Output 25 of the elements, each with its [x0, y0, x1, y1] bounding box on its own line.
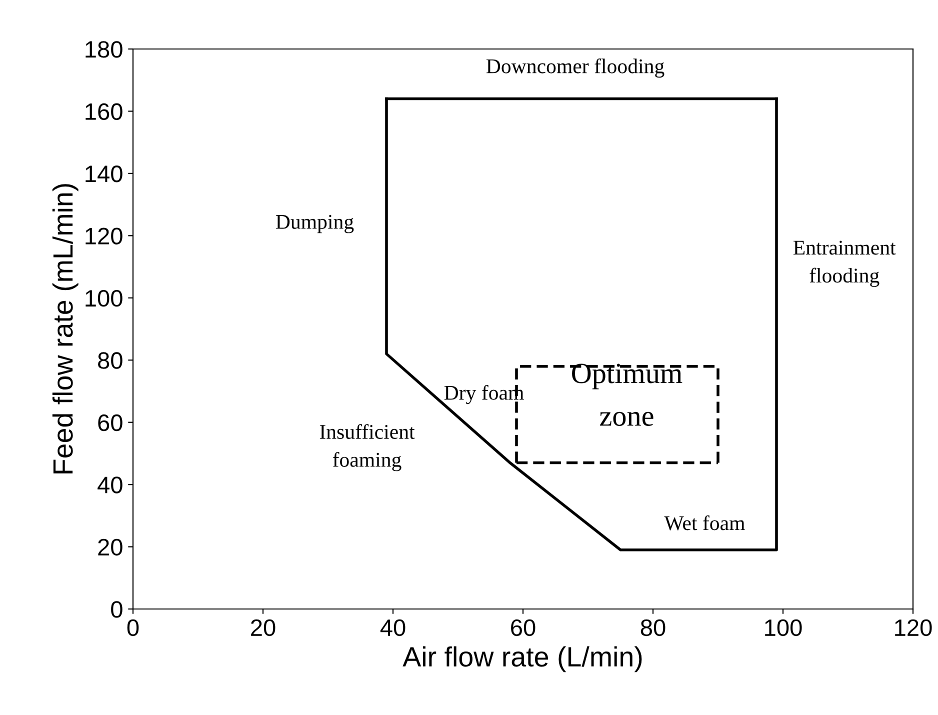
annotation: Dumping	[276, 214, 354, 234]
x-tick-label: 40	[380, 619, 406, 636]
y-tick-label: 160	[86, 103, 122, 120]
y-tick-label: 120	[86, 228, 122, 244]
y-tick-label: 100	[86, 290, 122, 307]
x-tick-label: 0	[127, 619, 139, 636]
x-axis-title: Air flow rate (L/min)	[402, 646, 642, 672]
y-tick-label: 180	[86, 41, 122, 58]
x-tick-label: 80	[640, 619, 666, 636]
y-tick-label: 80	[98, 352, 122, 369]
annotation: Entrainment flooding	[793, 240, 896, 287]
x-tick-label: 120	[895, 619, 932, 636]
x-tick-label: 20	[251, 619, 276, 636]
x-tick-label: 100	[765, 619, 802, 636]
x-tick-label: 60	[511, 619, 536, 636]
y-tick-label: 40	[98, 476, 122, 494]
y-tick-label: 0	[111, 601, 122, 618]
y-tick-label: 60	[98, 414, 122, 432]
annotation: Optimum zone	[572, 364, 682, 426]
y-axis-title: Feed flow rate (mL/min)	[52, 184, 78, 474]
annotation: Insufficient foaming	[320, 424, 415, 472]
annotation: Wet foam	[664, 515, 745, 530]
annotation: Downcomer flooding	[486, 58, 664, 78]
y-tick-label: 140	[86, 166, 122, 182]
y-tick-label: 20	[98, 538, 122, 556]
